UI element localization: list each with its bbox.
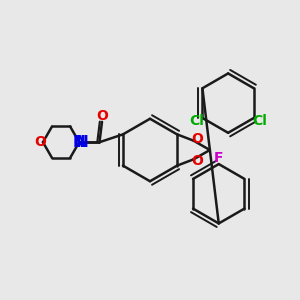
Text: Cl: Cl — [189, 114, 204, 128]
Text: O: O — [96, 109, 108, 123]
Text: F: F — [214, 152, 224, 165]
Text: N: N — [75, 135, 88, 150]
Text: Cl: Cl — [252, 114, 267, 128]
Text: O: O — [191, 132, 203, 146]
Text: O: O — [191, 154, 203, 168]
Text: O: O — [34, 135, 46, 149]
Text: N: N — [73, 135, 85, 150]
